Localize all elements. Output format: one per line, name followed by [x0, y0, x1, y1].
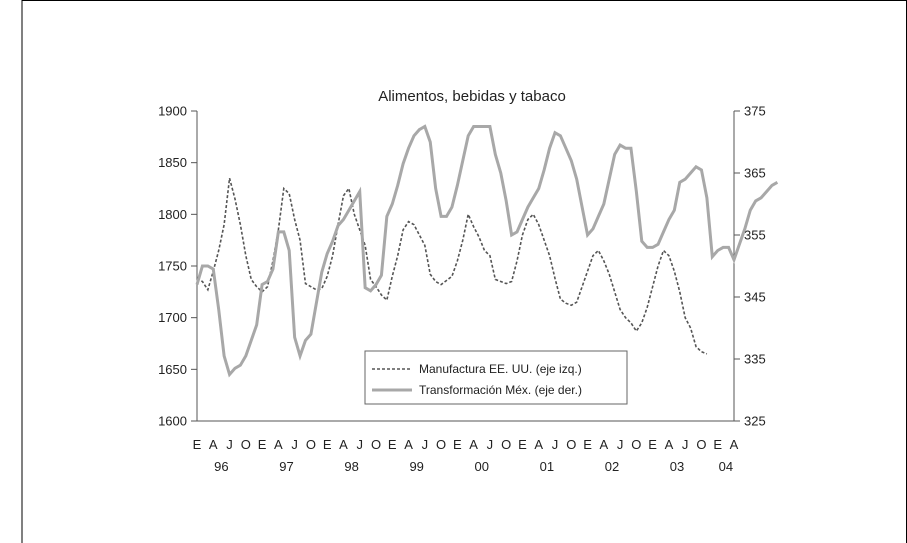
x-year-label: 99 [409, 459, 423, 474]
x-month-label: A [730, 437, 739, 452]
x-month-label: J [617, 437, 624, 452]
x-month-label: O [631, 437, 641, 452]
x-year-label: 02 [605, 459, 619, 474]
x-month-label: E [193, 437, 202, 452]
x-month-label: J [552, 437, 559, 452]
x-month-label: J [422, 437, 429, 452]
left-tick-label: 1750 [158, 259, 187, 274]
x-year-label: 01 [540, 459, 554, 474]
x-month-label: E [388, 437, 397, 452]
left-tick-label: 1800 [158, 207, 187, 222]
left-tick-label: 1600 [158, 414, 187, 429]
right-tick-label: 335 [744, 352, 766, 367]
x-month-label: O [371, 437, 381, 452]
left-tick-label: 1850 [158, 155, 187, 170]
x-month-label: E [518, 437, 527, 452]
x-month-label: A [339, 437, 348, 452]
left-tick-label: 1700 [158, 310, 187, 325]
x-month-label: A [469, 437, 478, 452]
x-year-label: 04 [719, 459, 733, 474]
x-month-label: E [258, 437, 267, 452]
x-month-label: E [713, 437, 722, 452]
x-year-label: 97 [279, 459, 293, 474]
right-tick-label: 325 [744, 414, 766, 429]
right-tick-label: 365 [744, 166, 766, 181]
x-month-label: A [209, 437, 218, 452]
x-month-label: O [566, 437, 576, 452]
series-transformacion-line [195, 124, 779, 378]
left-tick-label: 1650 [158, 362, 187, 377]
x-month-label: O [306, 437, 316, 452]
x-month-label: J [487, 437, 494, 452]
x-month-label: E [323, 437, 332, 452]
x-year-label: 03 [670, 459, 684, 474]
x-year-label: 98 [344, 459, 358, 474]
x-month-label: A [274, 437, 283, 452]
x-month-label: E [453, 437, 462, 452]
x-year-labels: 96 97 98 99 00 01 02 03 04 [214, 459, 733, 474]
legend-label-transformacion: Transformación Méx. (eje der.) [419, 383, 582, 397]
x-month-label: J [682, 437, 689, 452]
x-month-label: A [665, 437, 674, 452]
x-month-label: J [291, 437, 298, 452]
legend-label-manufactura: Manufactura EE. UU. (eje izq.) [419, 362, 582, 376]
x-year-label: 96 [214, 459, 228, 474]
x-month-label: A [404, 437, 413, 452]
frame-border [21, 0, 907, 543]
x-month-label: J [226, 437, 233, 452]
right-tick-label: 375 [744, 104, 766, 119]
x-month-label: E [583, 437, 592, 452]
legend-box [364, 350, 628, 405]
right-tick-label: 345 [744, 290, 766, 305]
left-y-ticks: 1600 1650 1700 1750 1800 1850 1900 [158, 104, 197, 429]
x-year-label: 00 [475, 459, 489, 474]
x-month-label: E [648, 437, 657, 452]
x-month-label: A [599, 437, 608, 452]
right-tick-label: 355 [744, 228, 766, 243]
left-tick-label: 1900 [158, 104, 187, 119]
right-y-ticks: 325 335 345 355 365 375 [734, 104, 766, 429]
x-month-label: O [436, 437, 446, 452]
x-month-label: A [534, 437, 543, 452]
legend: Manufactura EE. UU. (eje izq.) Transform… [364, 350, 628, 405]
x-month-label: O [696, 437, 706, 452]
x-month-label: J [356, 437, 363, 452]
series-manufactura-line [196, 177, 708, 355]
x-month-label: O [241, 437, 251, 452]
x-month-label: O [501, 437, 511, 452]
chart-title: Alimentos, bebidas y tabaco [378, 88, 566, 105]
